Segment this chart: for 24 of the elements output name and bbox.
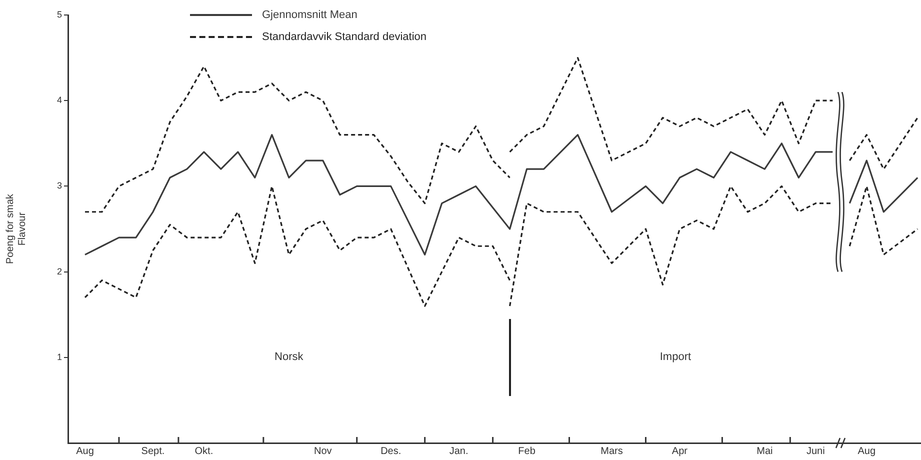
x-tick-label: Sept. [141, 446, 165, 457]
x-tick-label: Des. [380, 446, 402, 457]
x-tick-label: Apr [672, 446, 688, 457]
x-tick-label: Aug [858, 446, 876, 457]
text: Standardavvik Standard deviation [262, 31, 426, 43]
x-tick-label: Mai [756, 446, 773, 457]
x-tick-label: Aug [76, 446, 94, 457]
x-tick-label: Feb [518, 446, 536, 457]
y-tick-label: 3 [56, 180, 62, 191]
y-axis-title: Poeng for smak Flavour [4, 192, 28, 264]
line-series [508, 57, 834, 162]
text: Gjennomsnitt Mean [262, 9, 358, 21]
annotation: Norsk [274, 351, 304, 364]
annotation: Import [660, 351, 692, 364]
y-tick-label: 4 [56, 95, 62, 106]
line-series [508, 185, 834, 307]
x-tick-label: Nov [314, 446, 332, 457]
x-tick-label: Okt. [194, 446, 214, 457]
y-tick-label: 5 [56, 9, 62, 20]
y-tick-label: 2 [56, 266, 62, 276]
x-tick-label: Jan. [449, 446, 468, 457]
y-tick-label: 1 [56, 352, 62, 362]
x-tick-label: Mars [600, 446, 623, 457]
x-tick-label: Juni [806, 446, 825, 457]
